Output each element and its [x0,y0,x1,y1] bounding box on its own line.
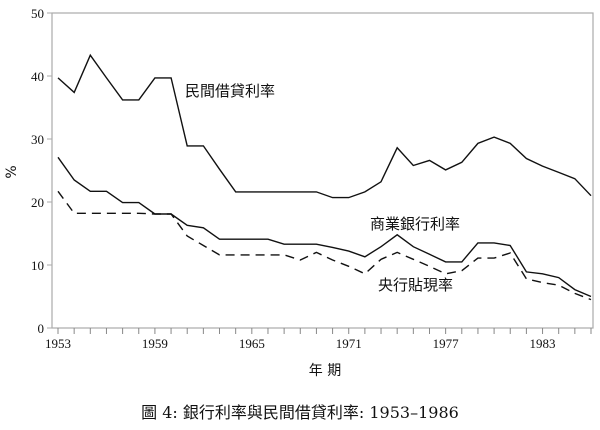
x-axis-title: 年 期 [309,363,341,379]
x-tick-label: 1971 [336,336,362,351]
x-tick-label: 1977 [433,336,460,351]
series-line-3 [57,190,592,301]
y-axis: 0 10 20 30 40 50 [31,6,52,336]
plot-frame [51,12,594,329]
series-line-2 [57,156,592,298]
chart-caption: 圖 4: 銀行利率與民間借貸利率: 1953–1986 [141,403,459,422]
x-tick-label: 1983 [530,336,556,351]
series-line-1 [57,53,592,199]
y-axis-title: % [4,165,20,178]
y-tick-label: 10 [31,258,44,273]
label-private-lending-rate: 民間借貸利率 [185,82,275,100]
y-tick-label: 30 [31,132,44,147]
y-tick-label: 50 [31,6,44,21]
y-tick-label: 40 [31,69,44,84]
x-axis: 1953 1959 1965 1971 1977 1983 [45,328,592,351]
x-tick-label: 1953 [45,336,71,351]
x-tick-label: 1965 [239,336,265,351]
y-tick-label: 20 [31,195,44,210]
label-commercial-bank-rate: 商業銀行利率 [370,215,460,233]
y-tick-label: 0 [38,321,45,336]
series-lines [57,53,592,301]
label-central-bank-discount-rate: 央行貼現率 [378,276,453,294]
x-tick-label: 1959 [142,336,168,351]
